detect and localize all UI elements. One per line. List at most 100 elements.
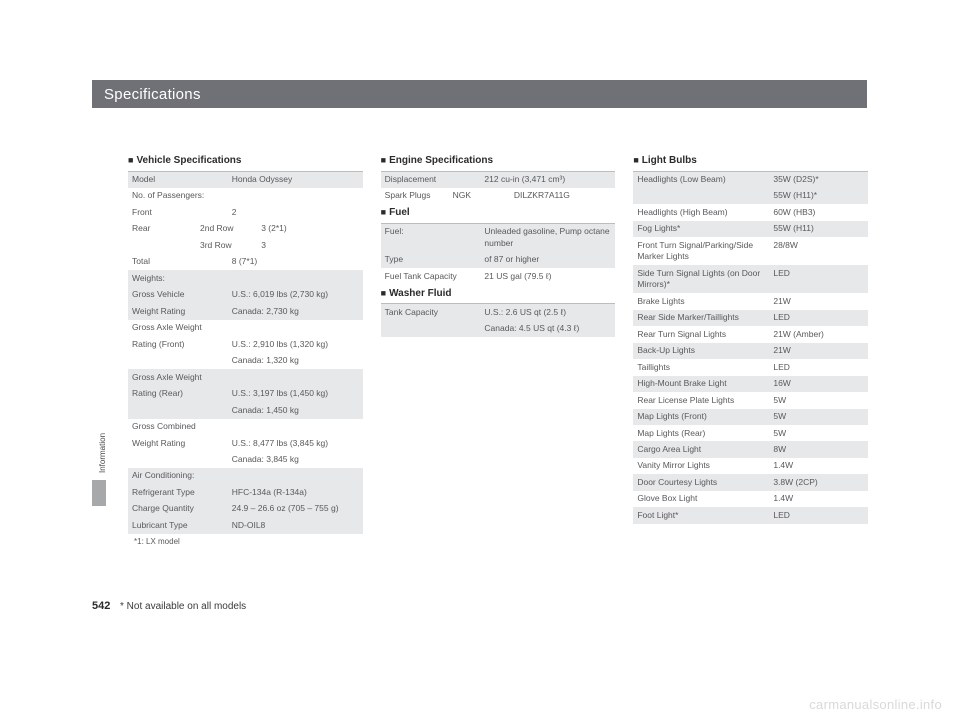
cell-value: of 87 or higher xyxy=(484,254,611,265)
cell-value xyxy=(232,322,359,333)
table-row: Gross VehicleU.S.: 6,019 lbs (2,730 kg) xyxy=(128,287,363,303)
cell-label: Tank Capacity xyxy=(385,307,485,318)
cell-value: 5W xyxy=(773,411,864,422)
cell-label: Fuel Tank Capacity xyxy=(385,271,485,282)
cell-value: U.S.: 3,197 lbs (1,450 kg) xyxy=(232,388,359,399)
table-row: Back-Up Lights21W xyxy=(633,343,868,359)
table-row: Rear2nd Row3 (2*1) xyxy=(128,221,363,237)
columns: ■Vehicle Specifications ModelHonda Odyss… xyxy=(128,152,868,548)
footnote: *1: LX model xyxy=(128,534,363,548)
table-row: ModelHonda Odyssey xyxy=(128,172,363,188)
table-row: No. of Passengers: xyxy=(128,188,363,204)
table-row: Gross Combined xyxy=(128,419,363,435)
cell-label: Front Turn Signal/Parking/Side Marker Li… xyxy=(637,240,773,263)
cell-label: Model xyxy=(132,174,232,185)
table-row: 3rd Row3 xyxy=(128,237,363,253)
table-row: Headlights (High Beam)60W (HB3) xyxy=(633,204,868,220)
table-row: Rear Turn Signal Lights21W (Amber) xyxy=(633,326,868,342)
cell-label: Weight Rating xyxy=(132,306,232,317)
cell-value xyxy=(232,470,359,481)
chapter-title: Specifications xyxy=(104,86,201,103)
cell-label: Vanity Mirror Lights xyxy=(637,460,773,471)
cell-value: 3 xyxy=(261,240,358,251)
table-row: Total8 (7*1) xyxy=(128,254,363,270)
sidebar-tab-marker xyxy=(92,480,106,506)
cell-label: Gross Axle Weight xyxy=(132,372,232,383)
table-row: Fuel:Unleaded gasoline, Pump octane numb… xyxy=(381,224,616,252)
cell-value: 212 cu-in (3,471 cm³) xyxy=(484,174,611,185)
cell-label: Total xyxy=(132,256,232,267)
cell-label: Headlights (Low Beam) xyxy=(637,174,773,185)
section-title-bulbs: ■Light Bulbs xyxy=(633,152,868,172)
cell-label: Map Lights (Rear) xyxy=(637,428,773,439)
table-row: Tank CapacityU.S.: 2.6 US qt (2.5 ℓ) xyxy=(381,304,616,320)
cell-label: Rating (Front) xyxy=(132,339,232,350)
table-row: Brake Lights21W xyxy=(633,293,868,309)
cell-value: Canada: 3,845 kg xyxy=(232,454,359,465)
table-row: Canada: 3,845 kg xyxy=(128,451,363,467)
cell-label: Rear License Plate Lights xyxy=(637,395,773,406)
section-title-engine: ■Engine Specifications xyxy=(381,152,616,172)
cell-label: Front xyxy=(132,207,232,218)
cell-value: LED xyxy=(773,268,864,291)
cell-label: Gross Vehicle xyxy=(132,289,232,300)
page: Specifications ■Vehicle Specifications M… xyxy=(0,0,960,722)
table-row: Rating (Front)U.S.: 2,910 lbs (1,320 kg) xyxy=(128,336,363,352)
title-text: Washer Fluid xyxy=(389,288,451,299)
table-vehicle: ModelHonda Odyssey No. of Passengers: Fron… xyxy=(128,172,363,534)
cell-label: Gross Combined xyxy=(132,421,232,432)
cell-value: U.S.: 8,477 lbs (3,845 kg) xyxy=(232,438,359,449)
cell-label: Air Conditioning: xyxy=(132,470,232,481)
table-row: Typeof 87 or higher xyxy=(381,252,616,268)
cell-value: 16W xyxy=(773,378,864,389)
cell-label: Fuel: xyxy=(385,226,485,249)
cell-label: No. of Passengers: xyxy=(132,190,232,201)
cell-label: Weight Rating xyxy=(132,438,232,449)
table-bulbs: Headlights (Low Beam)35W (D2S)*55W (H11)… xyxy=(633,172,868,524)
page-number: 542 xyxy=(92,600,110,612)
cell-value: U.S.: 6,019 lbs (2,730 kg) xyxy=(232,289,359,300)
cell-value: 55W (H11) xyxy=(773,223,864,234)
table-row: Front2 xyxy=(128,204,363,220)
cell-mid: 2nd Row xyxy=(200,223,261,234)
table-row: Charge Quantity24.9 – 26.6 oz (705 – 755… xyxy=(128,501,363,517)
table-row: Rear Side Marker/TaillightsLED xyxy=(633,310,868,326)
cell-value: 8W xyxy=(773,444,864,455)
table-row: Cargo Area Light8W xyxy=(633,441,868,457)
cell-value: 21W xyxy=(773,296,864,307)
table-row: Displacement212 cu-in (3,471 cm³) xyxy=(381,172,616,188)
watermark: carmanualsonline.info xyxy=(809,697,942,712)
cell-value xyxy=(232,372,359,383)
cell-value xyxy=(232,421,359,432)
cell-label: Charge Quantity xyxy=(132,503,232,514)
table-row: Canada: 1,450 kg xyxy=(128,402,363,418)
cell-label: Rear Turn Signal Lights xyxy=(637,329,773,340)
square-icon: ■ xyxy=(128,155,133,165)
table-row: Vanity Mirror Lights1.4W xyxy=(633,458,868,474)
table-row: Spark PlugsNGKDILZKR7A11G xyxy=(381,188,616,204)
square-icon: ■ xyxy=(381,207,386,217)
cell-label: Brake Lights xyxy=(637,296,773,307)
cell-value: 60W (HB3) xyxy=(773,207,864,218)
table-row: Side Turn Signal Lights (on Door Mirrors… xyxy=(633,265,868,293)
chapter-bar: Specifications xyxy=(92,80,867,108)
cell-value: 21 US gal (79.5 ℓ) xyxy=(484,271,611,282)
col-light-bulbs: ■Light Bulbs Headlights (Low Beam)35W (D… xyxy=(633,152,868,548)
cell-value: 24.9 – 26.6 oz (705 – 755 g) xyxy=(232,503,359,514)
cell-label: Weights: xyxy=(132,273,232,284)
title-text: Vehicle Specifications xyxy=(136,155,241,166)
cell-value: 28/8W xyxy=(773,240,864,263)
table-row: Foot Light*LED xyxy=(633,507,868,523)
cell-value: 5W xyxy=(773,395,864,406)
table-row: Door Courtesy Lights3.8W (2CP) xyxy=(633,474,868,490)
title-text: Fuel xyxy=(389,207,410,218)
cell-label: Foot Light* xyxy=(637,510,773,521)
table-row: Fog Lights*55W (H11) xyxy=(633,221,868,237)
cell-value: ND-OIL8 xyxy=(232,520,359,531)
cell-value: 3 (2*1) xyxy=(261,223,358,234)
table-row: Map Lights (Front)5W xyxy=(633,409,868,425)
table-row: Weight RatingU.S.: 8,477 lbs (3,845 kg) xyxy=(128,435,363,451)
section-title-washer: ■Washer Fluid xyxy=(381,285,616,305)
cell-mid: 3rd Row xyxy=(200,240,261,251)
square-icon: ■ xyxy=(633,155,638,165)
